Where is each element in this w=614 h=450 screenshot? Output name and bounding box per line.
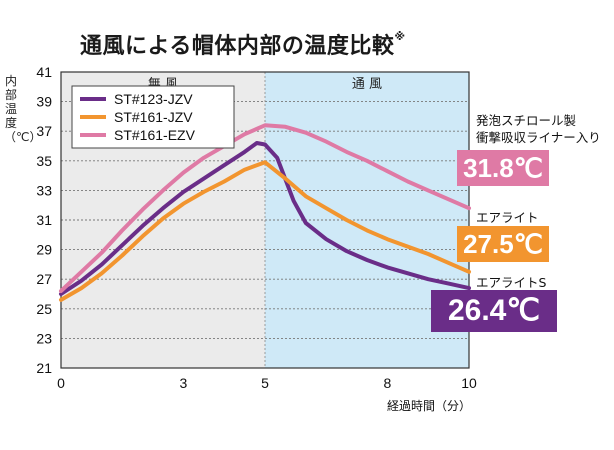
y-tick-label-2: 37 <box>36 123 52 139</box>
x-tick-label-0: 0 <box>57 375 65 391</box>
legend-label-1: ST#161-JZV <box>114 109 193 125</box>
x-tick-label-2: 5 <box>261 375 269 391</box>
y-tick-label-8: 25 <box>36 301 52 317</box>
region-label-1: 通 風 <box>352 77 382 92</box>
title-text: 通風による帽体内部の温度比較 <box>80 34 395 59</box>
series-line-2 <box>59 123 471 293</box>
badge-eps-temp: 31.8℃ <box>457 150 549 186</box>
y-tick-label-7: 27 <box>36 271 52 287</box>
y-tick-label-3: 35 <box>36 153 52 169</box>
y-tick-label-10: 21 <box>36 360 52 376</box>
y-tick-label-9: 23 <box>36 330 52 346</box>
badge-airlite-s-temp: 26.4℃ <box>431 290 557 332</box>
plot-frame <box>60 71 470 369</box>
legend-label-2: ST#161-EZV <box>114 127 196 143</box>
x-tick-label-3: 8 <box>384 375 392 391</box>
x-tick-label-4: 10 <box>461 375 477 391</box>
series-line-0 <box>59 141 471 296</box>
badge-airlite-temp: 27.5℃ <box>457 226 549 262</box>
y-tick-label-5: 31 <box>36 212 52 228</box>
x-axis-label: 経過時間（分） <box>387 399 471 413</box>
legend-label-0: ST#123-JZV <box>114 91 193 107</box>
annotation-label-airlite-s: エアライトS <box>476 275 547 290</box>
y-tick-label-1: 39 <box>36 94 52 110</box>
x-tick-label-1: 3 <box>180 375 188 391</box>
y-tick-label-4: 33 <box>36 182 52 198</box>
annotation-label-eps-line2: 衝撃吸収ライナー入り <box>476 130 601 145</box>
series-line-1 <box>59 160 471 302</box>
y-tick-label-0: 41 <box>36 64 52 80</box>
chart-title: 通風による帽体内部の温度比較※ <box>80 28 406 60</box>
title-footnote-mark: ※ <box>394 30 406 43</box>
annotation-label-airlite: エアライト <box>476 210 539 225</box>
y-tick-label-6: 29 <box>36 242 52 258</box>
annotation-label-eps: 発泡スチロール製 <box>476 113 577 128</box>
